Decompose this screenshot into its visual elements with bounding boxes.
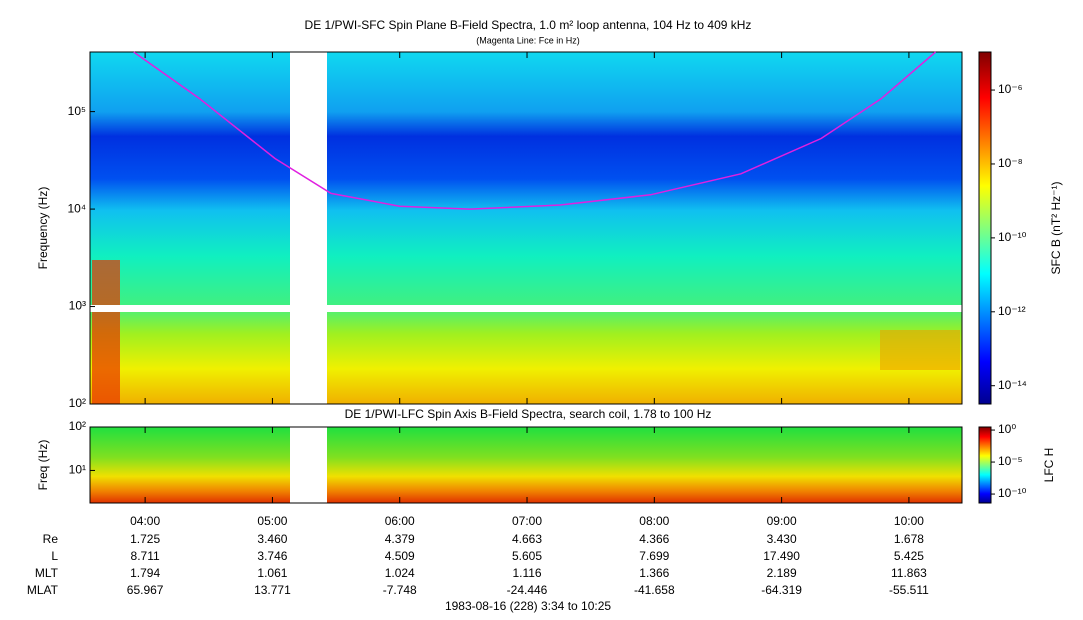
ephemeris-label: Re <box>43 532 59 546</box>
y-tick-label: 10³ <box>69 299 86 313</box>
colorbar-tick-label: 10⁰ <box>998 422 1016 436</box>
panel-title: DE 1/PWI-LFC Spin Axis B-Field Spectra, … <box>345 407 712 421</box>
x-tick-label: 08:00 <box>639 514 669 528</box>
y-tick-label: 10² <box>69 419 86 433</box>
emission-patch <box>880 330 960 370</box>
ephemeris-value: -24.446 <box>507 583 548 597</box>
x-tick-label: 04:00 <box>130 514 160 528</box>
colorbar-label: SFC B (nT² Hz⁻¹) <box>1049 182 1063 275</box>
ephemeris-value: 1.794 <box>130 566 160 580</box>
ephemeris-value: 5.425 <box>894 549 924 563</box>
ephemeris-value: 8.711 <box>131 549 160 563</box>
fce-line <box>133 51 937 210</box>
ephemeris-value: -64.319 <box>761 583 802 597</box>
ephemeris-value: 1.116 <box>512 566 541 580</box>
x-tick-label: 07:00 <box>512 514 542 528</box>
y-axis-label: Freq (Hz) <box>36 440 50 491</box>
axes-frame <box>89 426 963 504</box>
ephemeris-value: 1.061 <box>257 566 287 580</box>
spectrogram <box>90 52 962 404</box>
ephemeris-value: 4.509 <box>385 549 415 563</box>
colorbar <box>978 51 992 405</box>
x-tick-label: 06:00 <box>385 514 415 528</box>
ephemeris-label: MLT <box>35 566 59 580</box>
ephemeris-value: 13.771 <box>254 583 291 597</box>
ephemeris-value: -41.658 <box>634 583 675 597</box>
colorbar-tick-label: 10⁻⁵ <box>998 454 1023 468</box>
ephemeris-value: 7.699 <box>639 549 669 563</box>
colorbar-tick-label: 10⁻¹⁴ <box>998 378 1027 392</box>
footer: 1983-08-16 (228) 3:34 to 10:25 <box>445 599 611 613</box>
ephemeris-value: 11.863 <box>891 566 927 580</box>
ephemeris-value: 1.678 <box>894 532 924 546</box>
ephemeris-value: 65.967 <box>127 583 164 597</box>
ephemeris-label: L <box>51 549 58 563</box>
intense-emission <box>92 260 120 404</box>
ephemeris-value: 1.366 <box>639 566 669 580</box>
y-tick-label: 10⁵ <box>68 104 86 118</box>
ephemeris-value: 3.460 <box>257 532 287 546</box>
spectrogram <box>90 427 962 503</box>
chart-title: DE 1/PWI-SFC Spin Plane B-Field Spectra,… <box>305 18 752 32</box>
ephemeris-value: 2.189 <box>767 566 797 580</box>
ephemeris-value: 4.366 <box>639 532 669 546</box>
ephemeris-value: -7.748 <box>383 583 417 597</box>
x-tick-label: 05:00 <box>257 514 287 528</box>
colorbar <box>978 426 992 504</box>
ephemeris-value: 17.490 <box>763 549 800 563</box>
data-gap <box>90 305 962 312</box>
ephemeris-value: -55.511 <box>889 583 929 597</box>
colorbar-tick-label: 10⁻⁸ <box>998 156 1023 170</box>
axes-frame <box>89 51 963 405</box>
ephemeris-value: 5.605 <box>512 549 542 563</box>
colorbar-tick-label: 10⁻¹² <box>998 304 1026 318</box>
ephemeris-value: 4.663 <box>512 532 542 546</box>
colorbar-tick-label: 10⁻⁶ <box>998 82 1023 96</box>
ephemeris-value: 3.430 <box>767 532 797 546</box>
ephemeris-value: 1.725 <box>130 532 160 546</box>
chart-subtitle: (Magenta Line: Fce in Hz) <box>476 35 580 45</box>
data-gap <box>290 52 327 404</box>
colorbar-tick-label: 10⁻¹⁰ <box>998 486 1027 500</box>
ephemeris-value: 3.746 <box>257 549 287 563</box>
ephemeris-value: 1.024 <box>385 566 415 580</box>
y-tick-label: 10² <box>69 396 86 410</box>
data-gap <box>290 427 327 503</box>
y-axis-label: Frequency (Hz) <box>36 187 50 270</box>
colorbar-tick-label: 10⁻¹⁰ <box>998 230 1027 244</box>
y-tick-label: 10¹ <box>69 463 86 477</box>
colorbar-label: LFC H <box>1042 448 1056 483</box>
ephemeris-label: MLAT <box>27 583 59 597</box>
x-tick-label: 10:00 <box>894 514 924 528</box>
ephemeris-value: 4.379 <box>385 532 415 546</box>
y-tick-label: 10⁴ <box>67 201 86 215</box>
x-tick-label: 09:00 <box>767 514 797 528</box>
